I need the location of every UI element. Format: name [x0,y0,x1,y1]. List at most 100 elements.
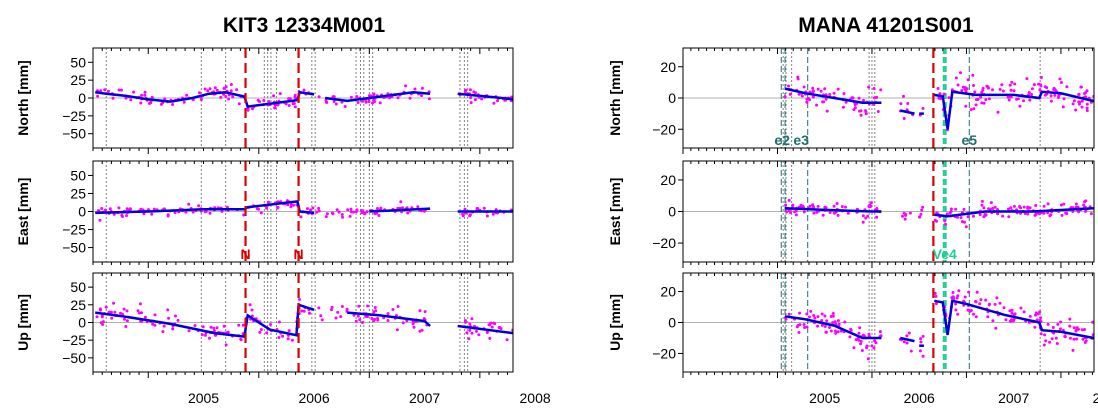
data-point [286,337,290,341]
data-point [853,103,857,107]
data-point [861,220,865,224]
model-line [457,92,513,101]
data-point [1044,339,1048,343]
data-point [797,92,801,96]
data-point [197,204,201,208]
data-point [1081,337,1085,341]
data-point [311,206,315,210]
data-point [373,100,377,103]
data-point [920,208,924,212]
data-point [104,208,107,212]
data-point [287,97,291,101]
data-point [851,96,855,100]
x-tick-label: 2007 [998,390,1029,406]
data-point [125,309,129,313]
data-point [123,317,126,321]
data-point [467,337,471,341]
model-line [369,207,431,213]
event-annotation: e5 [961,132,977,148]
data-point [229,83,233,86]
data-point [812,211,816,215]
data-point [302,88,306,92]
data-point [324,215,328,219]
data-point [823,205,827,209]
data-point [376,316,380,320]
data-point [966,215,970,219]
y-tick-label: −20 [652,121,676,137]
data-point [420,94,423,98]
data-point [265,331,269,335]
data-point [909,349,913,353]
data-point [277,336,281,339]
x-tick-label: 2006 [298,390,329,406]
data-point [834,331,838,335]
data-point [828,93,832,96]
data-point [857,331,861,335]
data-point [866,214,870,218]
data-point [1007,215,1011,219]
data-point [1048,214,1052,218]
data-point [315,210,319,214]
data-point [349,210,353,214]
data-point [954,302,958,306]
data-point [215,326,219,330]
data-point [959,216,963,220]
data-point [869,201,873,205]
data-point [1046,202,1050,206]
data-point [823,87,827,91]
data-point [967,290,971,294]
data-point [1072,99,1076,103]
model-line [95,90,315,108]
data-point [875,95,879,99]
data-point [1072,326,1076,330]
data-point [208,336,211,340]
data-point [986,315,990,319]
data-point [1018,104,1022,108]
data-point [112,301,115,305]
data-point [482,206,486,210]
data-point [468,328,472,332]
data-point [468,322,472,326]
data-point [289,205,293,209]
data-point [208,87,212,91]
data-point [860,349,864,352]
data-point [956,294,960,298]
data-point [1085,89,1089,93]
data-point [819,89,823,93]
data-point [972,84,975,87]
data-point [848,335,852,339]
data-point [1059,203,1063,207]
y-tick-label: −20 [652,345,676,361]
data-point [463,89,467,93]
data-point [816,315,820,319]
data-point [477,333,481,337]
data-point [820,312,824,316]
data-point [1042,204,1046,208]
data-point [370,317,374,320]
data-point [235,88,239,92]
data-point [396,96,400,100]
data-point [206,89,210,93]
data-point [1085,106,1089,110]
data-point [825,319,829,323]
y-tick-label: −50 [62,126,86,142]
data-point [846,211,850,215]
data-point [401,321,405,325]
data-point [820,323,824,327]
data-point [287,104,291,107]
data-point [942,92,946,96]
data-point [972,214,975,218]
data-point [176,318,180,322]
data-point [259,328,263,331]
data-point [463,207,467,211]
data-point [1053,93,1057,97]
data-point [921,334,925,338]
y-tick-label: 20 [660,172,676,188]
data-point [1083,92,1086,95]
data-point [1084,209,1087,213]
data-point [358,318,362,322]
data-point [337,210,341,214]
data-point [1083,328,1086,331]
data-point [1013,82,1017,86]
data-point [1028,314,1032,318]
